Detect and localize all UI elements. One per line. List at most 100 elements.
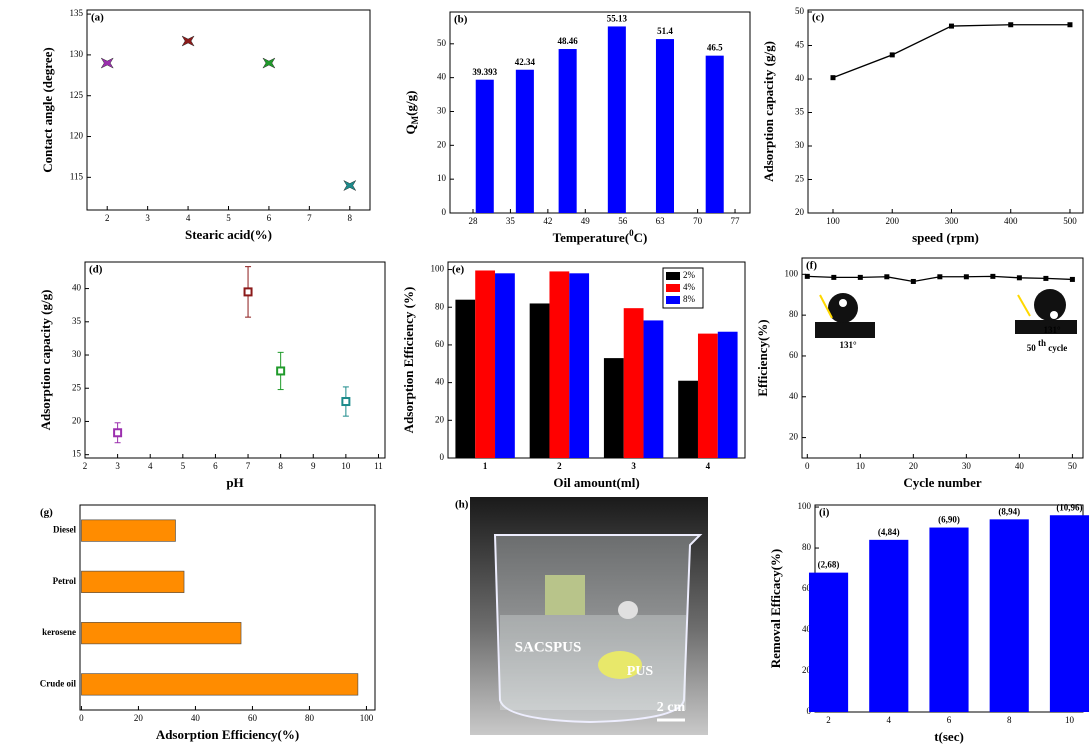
x-tick-label: 49 <box>581 216 591 226</box>
point <box>100 57 114 69</box>
x-axis-label: Cycle number <box>903 475 982 490</box>
y-tick-label: Crude oil <box>40 678 77 688</box>
x-tick-label: 9 <box>311 461 316 471</box>
annotation: 50 th cycle <box>1027 338 1068 353</box>
annotation: 131° <box>839 340 857 350</box>
marker <box>910 278 916 284</box>
legend-label: 4% <box>683 282 696 292</box>
panel-label: (a) <box>91 12 104 24</box>
bar <box>989 519 1029 712</box>
bar <box>475 79 494 213</box>
y-tick-label: 20 <box>435 414 445 424</box>
x-tick-label: 4 <box>148 461 153 471</box>
droplet <box>828 293 858 323</box>
x-tick-label: 10 <box>856 461 866 471</box>
sponge <box>618 601 638 619</box>
marker <box>963 274 969 280</box>
x-tick-label: 42 <box>543 216 552 226</box>
legend-swatch <box>666 296 680 304</box>
y-tick-label: 100 <box>431 264 445 274</box>
y-tick-label: 50 <box>437 38 447 48</box>
marker <box>1043 275 1049 281</box>
label-part: 50 <box>1027 343 1038 353</box>
substrate <box>1015 320 1077 334</box>
bar <box>455 299 476 458</box>
x-tick-label: 2 <box>105 213 110 223</box>
x-tick-label: 2 <box>83 461 88 471</box>
point <box>276 366 286 376</box>
droplet <box>1034 289 1066 321</box>
value-label: 46.5 <box>707 43 723 53</box>
x-tick-label: 8 <box>1007 715 1012 725</box>
x-tick-label: 10 <box>341 461 351 471</box>
marker <box>804 273 810 279</box>
x-tick-label: 28 <box>468 216 478 226</box>
point <box>181 35 195 47</box>
point <box>343 179 357 192</box>
x-tick-label: 3 <box>145 213 150 223</box>
value-label: (2,68) <box>818 560 840 570</box>
x-tick-label: 2 <box>557 461 562 471</box>
x-tick-label: 0 <box>805 461 810 471</box>
scale-label: 2 cm <box>657 700 686 715</box>
x-tick-label: 40 <box>1015 461 1025 471</box>
y-tick-label: 20 <box>802 665 812 675</box>
label-part: C) <box>634 230 648 245</box>
y-tick-label: 40 <box>435 377 445 387</box>
y-axis-label: Removal Efficacy(%) <box>768 549 783 669</box>
x-tick-label: 50 <box>1068 461 1078 471</box>
bar <box>697 333 718 458</box>
panel-label: (b) <box>454 14 468 26</box>
x-tick-label: 400 <box>1004 216 1018 226</box>
arrow <box>1017 294 1031 317</box>
y-axis-label: Adsorption capacity (g/g) <box>761 41 776 182</box>
plot-frame <box>447 261 746 459</box>
x-tick-label: 1 <box>483 461 488 471</box>
bar <box>623 308 644 458</box>
marker <box>937 274 943 280</box>
x-tick-label: 8 <box>278 461 283 471</box>
y-axis-label: QM(g/g) <box>403 91 420 135</box>
value-label: (10,96) <box>1056 502 1082 512</box>
bar <box>81 519 176 542</box>
bar <box>81 622 242 645</box>
arrow <box>819 294 833 319</box>
y-tick-label: 60 <box>435 339 445 349</box>
sponge <box>598 651 642 679</box>
y-tick-label: 0 <box>442 207 447 217</box>
bar <box>81 673 359 696</box>
x-tick-label: 4 <box>186 213 191 223</box>
y-tick-label: 40 <box>72 283 82 293</box>
x-tick-label: 2 <box>826 715 831 725</box>
x-tick-label: 35 <box>506 216 516 226</box>
bar <box>495 273 515 458</box>
x-tick-label: 4 <box>706 461 711 471</box>
x-tick-label: 100 <box>826 216 840 226</box>
y-tick-label: 30 <box>795 140 805 150</box>
x-tick-label: 30 <box>962 461 972 471</box>
bar <box>515 69 534 214</box>
panel-label: (f) <box>806 260 817 272</box>
plot-frame <box>84 261 386 459</box>
x-tick-label: 77 <box>731 216 741 226</box>
bar <box>569 273 590 458</box>
y-tick-label: 20 <box>789 432 799 442</box>
y-tick-label: 50 <box>795 6 805 16</box>
marker <box>1067 22 1073 28</box>
value-label: 55.13 <box>607 14 628 24</box>
y-tick-label: 20 <box>72 416 82 426</box>
y-tick-label: 40 <box>802 624 812 634</box>
y-tick-label: 30 <box>437 106 447 116</box>
x-tick-label: 4 <box>887 715 892 725</box>
y-tick-label: 10 <box>437 173 447 183</box>
x-tick-label: 7 <box>307 213 312 223</box>
marker <box>831 274 837 280</box>
panel-label: (e) <box>452 264 465 276</box>
panel-label: (i) <box>819 507 830 519</box>
y-tick-label: 40 <box>789 391 799 401</box>
bar <box>81 570 185 593</box>
panel-label: (h) <box>455 499 469 511</box>
y-tick-label: 20 <box>795 207 805 217</box>
bar <box>705 55 724 213</box>
